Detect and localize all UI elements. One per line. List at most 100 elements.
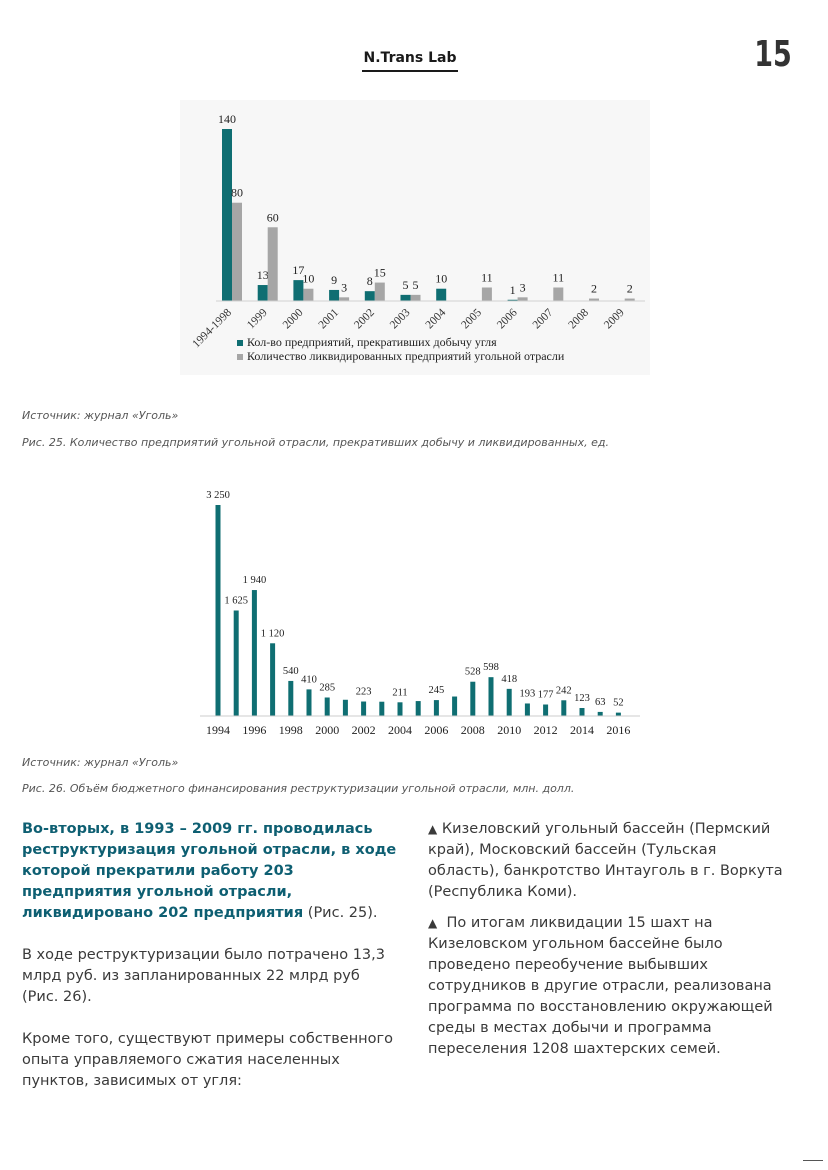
chart2-data-label: 223 bbox=[356, 687, 372, 698]
chart1-bar-s0-2002 bbox=[364, 291, 375, 301]
chart2-bar-2003 bbox=[379, 701, 385, 716]
chart2-data-label: 242 bbox=[556, 685, 572, 696]
chart1-data-label: 60 bbox=[267, 210, 279, 224]
chart2-bar-2000 bbox=[324, 697, 330, 716]
chart2-bar-1994 bbox=[215, 505, 221, 716]
footer-mark bbox=[803, 1160, 823, 1161]
chart1-bar-s1-2002 bbox=[374, 282, 385, 301]
chart1-data-label: 9 bbox=[331, 273, 337, 287]
chart2-tick-label: 2004 bbox=[388, 723, 412, 737]
chart1-data-label: 8 bbox=[367, 274, 373, 288]
chart2-bar-2002 bbox=[361, 701, 367, 716]
chart1-bar-s1-2005 bbox=[481, 287, 492, 301]
chart2-tick-label: 2010 bbox=[497, 723, 521, 737]
chart1-bar-s1-2003 bbox=[410, 294, 421, 301]
page-number: 15 bbox=[754, 34, 792, 75]
bullet-kizel-results-text: По итогам ликвидации 15 шахт на Кизеловс… bbox=[428, 915, 773, 1057]
bullet-kizel-results: ▲ По итогам ликвидации 15 шахт на Кизело… bbox=[428, 913, 783, 1060]
chart2-bar-2007 bbox=[452, 696, 458, 716]
chart1-data-label: 2 bbox=[591, 282, 597, 296]
chart1-bar-s0-2004 bbox=[436, 288, 447, 301]
chart1-data-label: 15 bbox=[374, 266, 386, 280]
chart1-data-label: 2 bbox=[627, 282, 633, 296]
chart2-bar-1997 bbox=[270, 643, 276, 716]
chart2-data-label: 1 120 bbox=[261, 628, 285, 639]
chart2-tick-label: 2002 bbox=[352, 723, 376, 737]
chart2-bar-2013 bbox=[561, 700, 567, 716]
legend-swatch-0 bbox=[237, 340, 243, 346]
chart1-data-label: 5 bbox=[403, 278, 409, 292]
chart1-bar-s1-1994-1998 bbox=[232, 202, 242, 301]
chart2-tick-label: 2016 bbox=[606, 723, 630, 737]
chart1-bar-s0-1994-1998 bbox=[222, 129, 232, 301]
chart1-data-label: 10 bbox=[302, 272, 314, 286]
chart2-tick-label: 1994 bbox=[206, 723, 230, 737]
chart2-tick-label: 1996 bbox=[242, 723, 266, 737]
chart1-bar-s0-2006 bbox=[507, 299, 518, 301]
chart2-data-label: 540 bbox=[283, 666, 299, 677]
chart2-bar-2015 bbox=[597, 711, 603, 716]
chart2-data-label: 211 bbox=[392, 687, 407, 698]
chart1-data-label: 17 bbox=[292, 263, 304, 277]
chart2-data-label: 177 bbox=[538, 690, 554, 701]
chart2-bar-2006 bbox=[433, 700, 439, 716]
spending-paragraph: В ходе реструктуризации было потрачено 1… bbox=[22, 947, 385, 1005]
legend-swatch-1 bbox=[237, 354, 243, 360]
chart1-bar-s1-2008 bbox=[589, 298, 599, 301]
chart1-bar-s0-2000 bbox=[293, 280, 304, 301]
lead-text: Во-вторых, в 1993 – 2009 гг. проводилась… bbox=[22, 821, 397, 921]
chart1-data-label: 5 bbox=[413, 278, 419, 292]
chart2-data-label: 193 bbox=[520, 688, 536, 699]
chart2-data-label: 63 bbox=[595, 697, 606, 708]
logo: N.Trans Lab bbox=[363, 50, 457, 66]
chart1-data-label: 140 bbox=[218, 112, 236, 126]
chart2-data-label: 123 bbox=[574, 693, 590, 704]
chart2-bar-2005 bbox=[415, 701, 421, 716]
examples-intro-paragraph: Кроме того, существуют примеры собственн… bbox=[22, 1031, 394, 1089]
logo-underline bbox=[362, 70, 458, 72]
chart1-bar-s1-2009 bbox=[624, 298, 635, 301]
chart2-bar-2014 bbox=[579, 708, 585, 716]
chart1-bar-s1-2001 bbox=[339, 297, 350, 301]
figure25-caption: Рис. 25. Количество предприятий угольной… bbox=[22, 436, 609, 449]
chart2-data-label: 285 bbox=[319, 682, 335, 693]
chart1-bar-s1-1999 bbox=[267, 227, 278, 301]
right-column: ▲ Кизеловский угольный бассейн (Пермский… bbox=[428, 819, 783, 1060]
chart1-bar-s0-2001 bbox=[329, 289, 340, 301]
chart1-bar-s0-1999 bbox=[257, 285, 268, 301]
lead-paragraph: Во-вторых, в 1993 – 2009 гг. проводилась… bbox=[22, 819, 397, 924]
chart1-bar-s1-2000 bbox=[303, 288, 314, 301]
chart2-data-label: 52 bbox=[613, 698, 624, 709]
legend-label-1: Количество ликвидированных предприятий у… bbox=[247, 349, 565, 363]
chart2-bar-2008 bbox=[470, 681, 476, 716]
chart2-data-label: 1 940 bbox=[243, 575, 267, 586]
chart2-bar-2016 bbox=[615, 712, 621, 716]
triangle-bullet-icon: ▲ bbox=[428, 916, 438, 930]
left-column: Во-вторых, в 1993 – 2009 гг. проводилась… bbox=[22, 819, 397, 1092]
bullet-basins-text: Кизеловский угольный бассейн (Пермский к… bbox=[428, 821, 783, 900]
chart1-data-label: 3 bbox=[520, 280, 526, 294]
chart1-bar-s1-2006 bbox=[517, 297, 528, 301]
chart2-tick-label: 2008 bbox=[461, 723, 485, 737]
chart2-bar-1996 bbox=[251, 590, 257, 716]
chart1-data-label: 80 bbox=[231, 186, 243, 200]
chart1-background bbox=[180, 100, 650, 375]
chart2-data-label: 1 625 bbox=[224, 596, 248, 607]
chart2-tick-label: 2014 bbox=[570, 723, 594, 737]
chart2-bar-1998 bbox=[288, 680, 294, 716]
chart1-data-label: 1 bbox=[510, 283, 516, 297]
bullet-basins: ▲ Кизеловский угольный бассейн (Пермский… bbox=[428, 819, 783, 903]
chart2-bar-1999 bbox=[306, 689, 312, 716]
chart2-data-label: 3 250 bbox=[206, 490, 230, 501]
chart2-bar-2012 bbox=[543, 704, 549, 716]
chart2-tick-label: 2006 bbox=[424, 723, 448, 737]
chart1-data-label: 3 bbox=[341, 280, 347, 294]
chart2-bar-2011 bbox=[524, 703, 530, 716]
chart2-bar-1995 bbox=[233, 610, 239, 716]
chart2-bar-2001 bbox=[342, 699, 348, 716]
chart2-data-label: 528 bbox=[465, 667, 481, 678]
chart2-bar-2004 bbox=[397, 702, 403, 716]
figure26-source: Источник: журнал «Уголь» bbox=[22, 756, 179, 769]
chart2-data-label: 410 bbox=[301, 674, 317, 685]
